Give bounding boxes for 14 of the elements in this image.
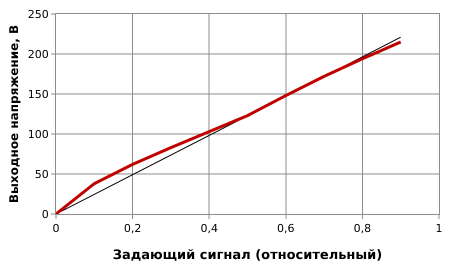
y-tick-label: 0 — [42, 208, 49, 221]
y-tick-label: 200 — [28, 48, 49, 61]
y-tick-label: 250 — [28, 8, 49, 21]
x-axis-title: Задающий сигнал (относительный) — [112, 248, 382, 263]
x-tick-label: 0,6 — [277, 222, 295, 236]
x-tick-label: 0,2 — [124, 222, 142, 236]
y-tick-label: 150 — [28, 88, 49, 101]
x-tick-label: 0,8 — [354, 222, 372, 236]
x-tick-label: 0 — [52, 222, 60, 236]
y-tick-label: 100 — [28, 128, 49, 141]
y-axis-title: Выходное напряжение, В — [7, 24, 22, 204]
x-tick-label: 0,4 — [200, 222, 218, 236]
y-tick-label: 50 — [34, 168, 49, 181]
x-tick-label: 1 — [436, 222, 442, 236]
